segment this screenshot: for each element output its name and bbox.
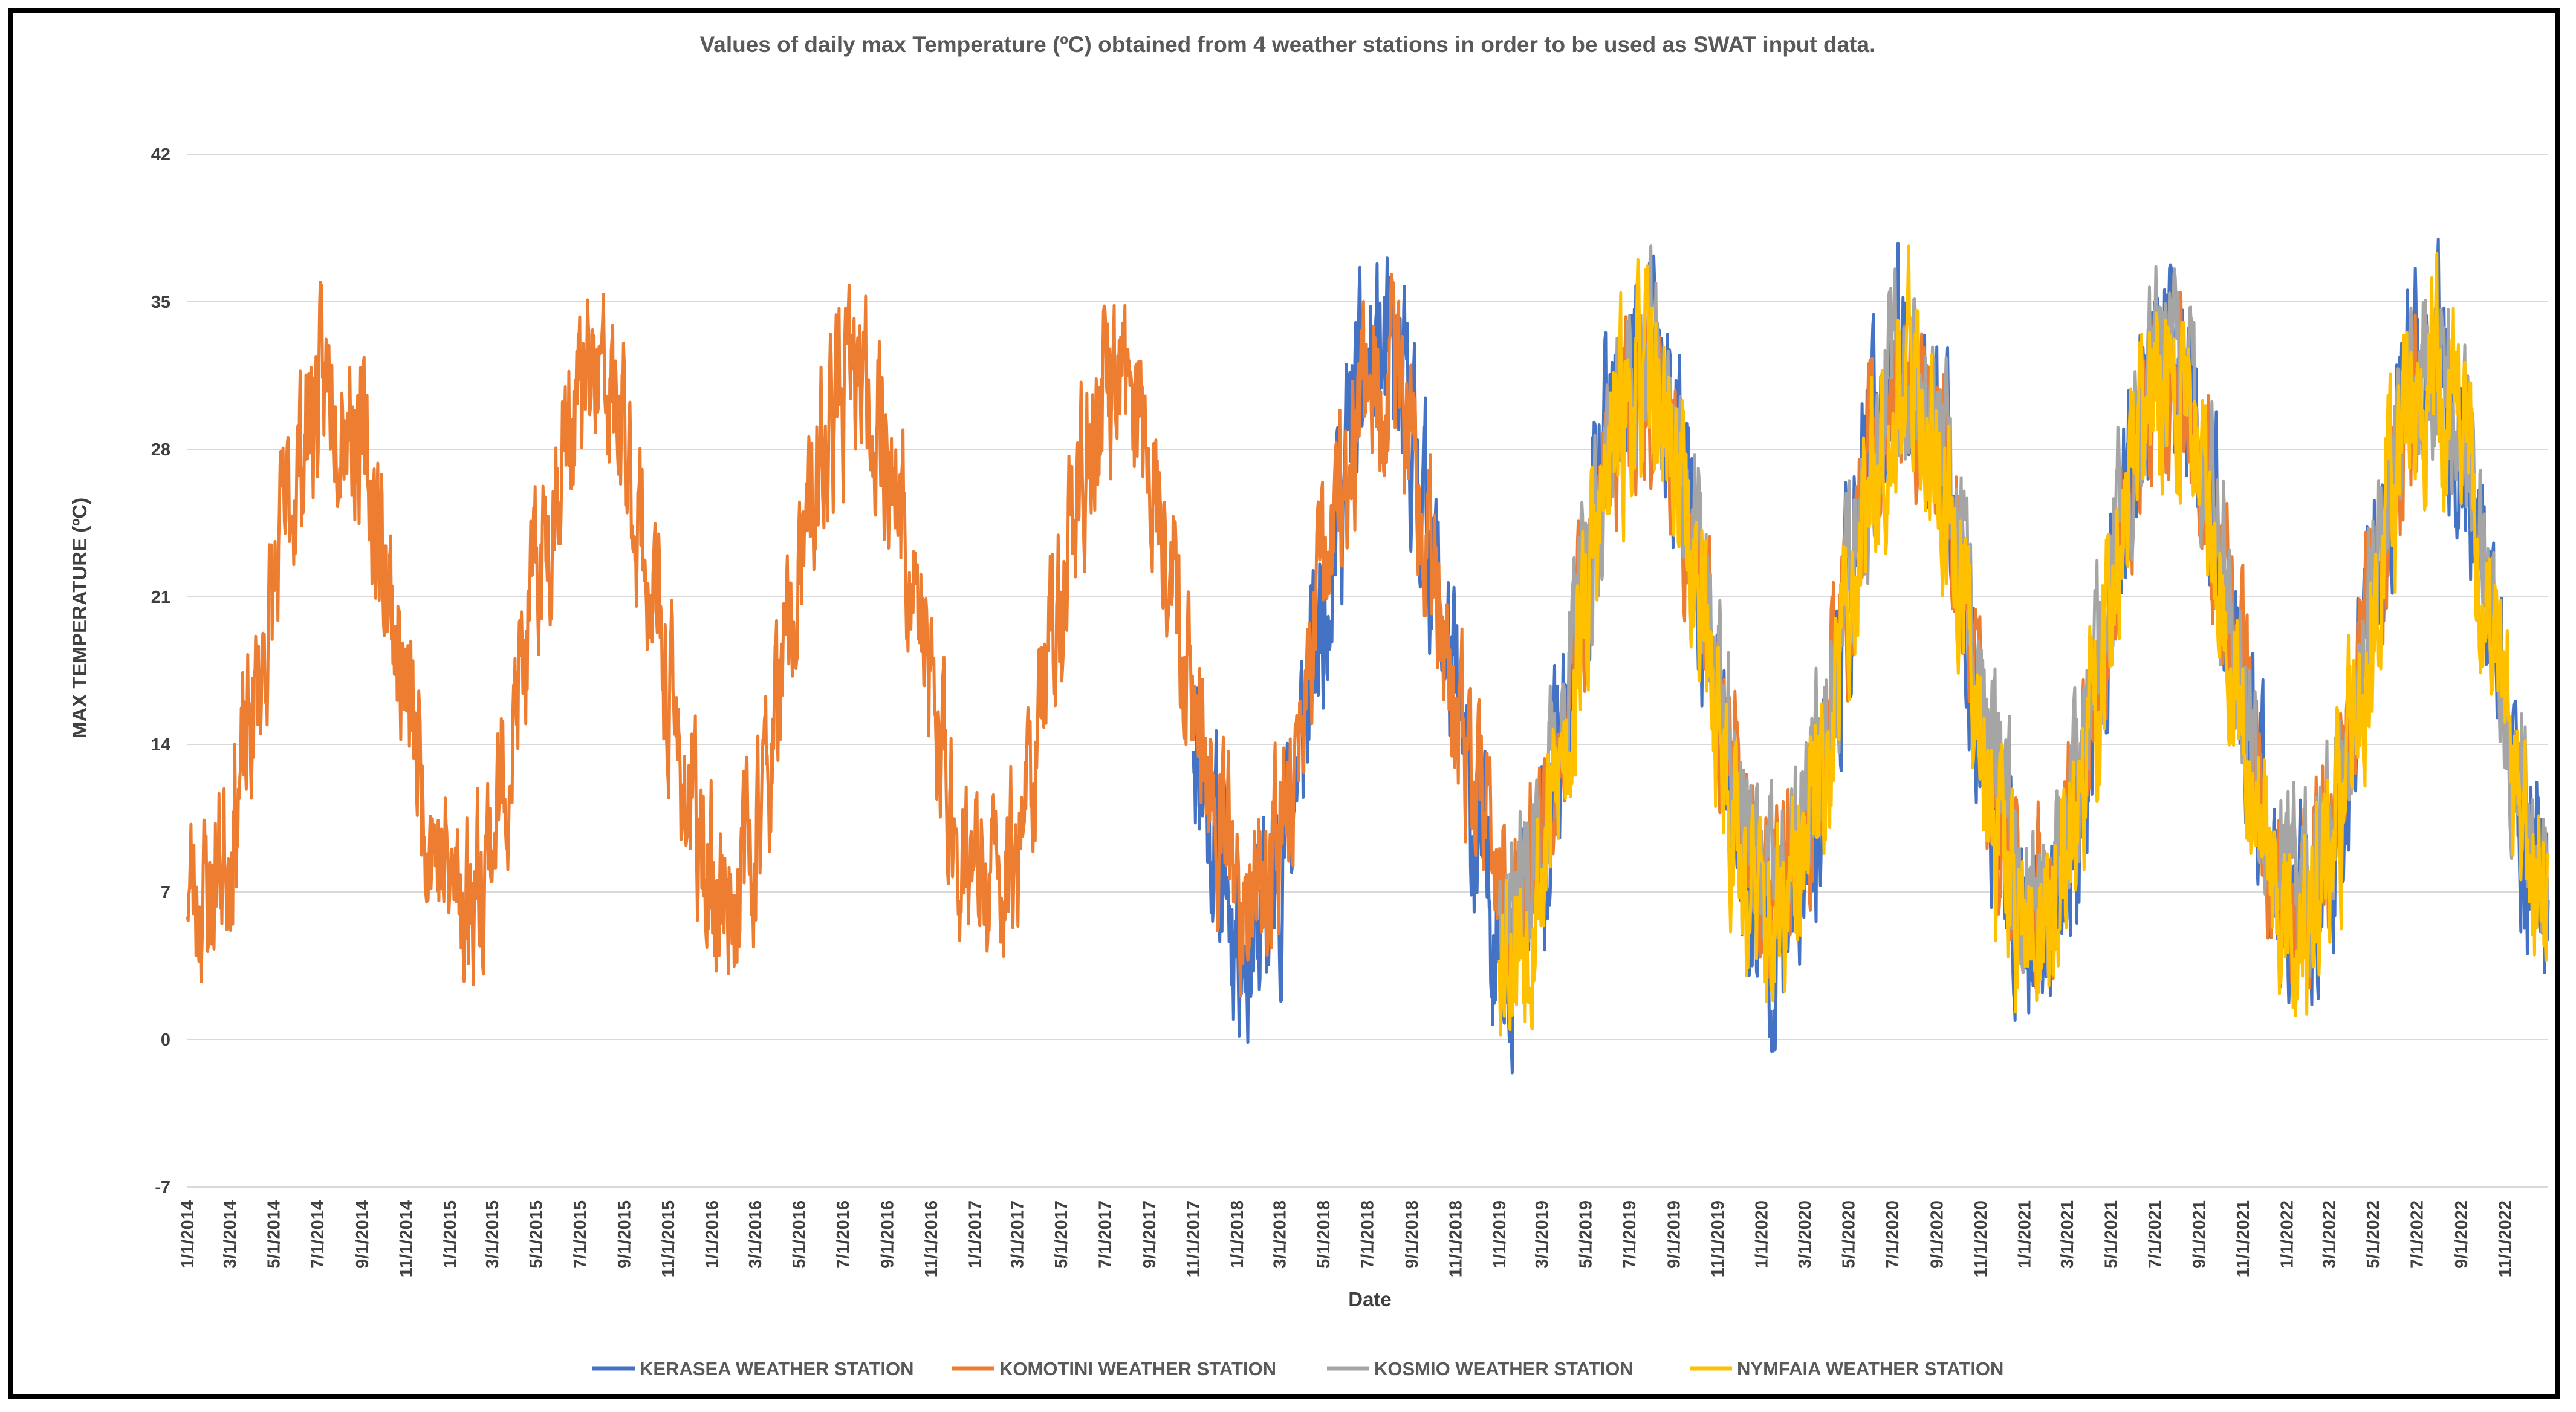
x-tick-label: 1/1/2021: [2016, 1200, 2035, 1269]
y-tick-label: -7: [155, 1178, 170, 1197]
chart-frame: [8, 8, 2560, 1399]
y-tick-label: 7: [161, 883, 170, 902]
x-tick-label: 11/1/2015: [659, 1200, 678, 1277]
x-tick-label: 3/1/2021: [2058, 1200, 2077, 1269]
y-axis: -7 0 7 14 21 28 35 42: [151, 145, 170, 1197]
x-tick-label: 7/1/2016: [834, 1200, 853, 1269]
x-tick-label: 1/1/2014: [178, 1200, 198, 1269]
legend-label: KOMOTINI WEATHER STATION: [999, 1358, 1276, 1379]
x-tick-label: 9/1/2021: [2190, 1200, 2209, 1269]
x-tick-label: 1/1/2016: [703, 1200, 722, 1269]
x-axis: 1/1/2014 3/1/2014 5/1/2014 7/1/2014 9/1/2014…: [178, 1200, 2516, 1277]
grid-layer: [187, 154, 2548, 1188]
x-tick-label: 7/1/2015: [571, 1200, 590, 1269]
x-tick-label: 11/1/2017: [1184, 1200, 1204, 1277]
x-tick-label: 7/1/2019: [1620, 1200, 1640, 1269]
x-tick-label: 9/1/2019: [1665, 1200, 1684, 1269]
legend-label: KOSMIO WEATHER STATION: [1374, 1358, 1634, 1379]
x-tick-label: 5/1/2019: [1577, 1200, 1596, 1269]
x-tick-label: 11/1/2018: [1446, 1200, 1465, 1277]
x-tick-label: 3/1/2016: [746, 1200, 765, 1269]
chart-title: Values of daily max Temperature (ºC) obt…: [700, 32, 1876, 57]
y-axis-title: MAX TEMPERATURE (ºC): [68, 498, 91, 738]
x-tick-label: 7/1/2020: [1883, 1200, 1903, 1269]
x-tick-label: 5/1/2015: [527, 1200, 546, 1269]
x-tick-label: 9/1/2018: [1403, 1200, 1422, 1269]
x-tick-label: 5/1/2017: [1052, 1200, 1071, 1269]
x-tick-label: 9/1/2015: [615, 1200, 635, 1269]
x-tick-label: 3/1/2020: [1796, 1200, 1815, 1269]
x-tick-label: 3/1/2018: [1270, 1200, 1290, 1269]
x-tick-label: 3/1/2017: [1008, 1200, 1028, 1269]
series-layer: [186, 237, 2550, 1075]
x-tick-label: 9/1/2016: [878, 1200, 897, 1269]
x-tick-label: 9/1/2017: [1140, 1200, 1160, 1269]
x-axis-title: Date: [1348, 1288, 1392, 1310]
x-tick-label: 5/1/2016: [790, 1200, 809, 1269]
x-tick-label: 5/1/2022: [2364, 1200, 2383, 1269]
x-tick-label: 7/1/2017: [1096, 1200, 1115, 1269]
x-tick-label: 5/1/2020: [1840, 1200, 1859, 1269]
x-tick-label: 5/1/2014: [265, 1200, 284, 1269]
x-tick-label: 3/1/2015: [483, 1200, 502, 1269]
series-line: [186, 273, 2418, 998]
y-tick-label: 42: [151, 145, 170, 164]
x-tick-label: 9/1/2022: [2452, 1200, 2471, 1269]
x-tick-label: 7/1/2018: [1358, 1200, 1377, 1269]
x-tick-label: 1/1/2017: [965, 1200, 985, 1269]
y-tick-label: 14: [151, 735, 170, 755]
y-tick-label: 35: [151, 293, 170, 312]
series-line: [1497, 244, 2550, 1037]
x-tick-label: 11/1/2016: [922, 1200, 941, 1277]
x-tick-label: 9/1/2020: [1928, 1200, 1947, 1269]
x-tick-label: 7/1/2022: [2408, 1200, 2427, 1269]
x-tick-label: 11/1/2014: [397, 1200, 416, 1277]
x-tick-label: 9/1/2014: [353, 1200, 372, 1269]
x-tick-label: 3/1/2014: [221, 1200, 240, 1269]
x-tick-label: 11/1/2020: [1971, 1200, 1991, 1277]
x-tick-label: 3/1/2022: [2320, 1200, 2340, 1269]
x-tick-label: 11/1/2019: [1708, 1200, 1728, 1277]
x-tick-label: 1/1/2022: [2277, 1200, 2297, 1269]
legend: KERASEA WEATHER STATION KOMOTINI WEATHER …: [592, 1358, 2003, 1379]
x-tick-label: 3/1/2019: [1533, 1200, 1552, 1269]
x-tick-label: 11/1/2021: [2234, 1200, 2253, 1277]
x-tick-label: 1/1/2019: [1490, 1200, 1510, 1269]
x-tick-label: 7/1/2021: [2146, 1200, 2165, 1269]
y-tick-label: 28: [151, 440, 170, 460]
x-tick-label: 5/1/2021: [2101, 1200, 2121, 1269]
x-tick-label: 7/1/2014: [308, 1200, 328, 1269]
y-tick-label: 21: [151, 588, 170, 607]
legend-label: KERASEA WEATHER STATION: [640, 1358, 914, 1379]
x-tick-label: 1/1/2020: [1753, 1200, 1772, 1269]
y-tick-label: 0: [161, 1030, 170, 1050]
x-tick-label: 1/1/2015: [441, 1200, 460, 1269]
x-tick-label: 5/1/2018: [1314, 1200, 1334, 1269]
x-tick-label: 11/1/2022: [2496, 1200, 2516, 1277]
legend-label: NYMFAIA WEATHER STATION: [1737, 1358, 2003, 1379]
x-tick-label: 1/1/2018: [1228, 1200, 1247, 1269]
